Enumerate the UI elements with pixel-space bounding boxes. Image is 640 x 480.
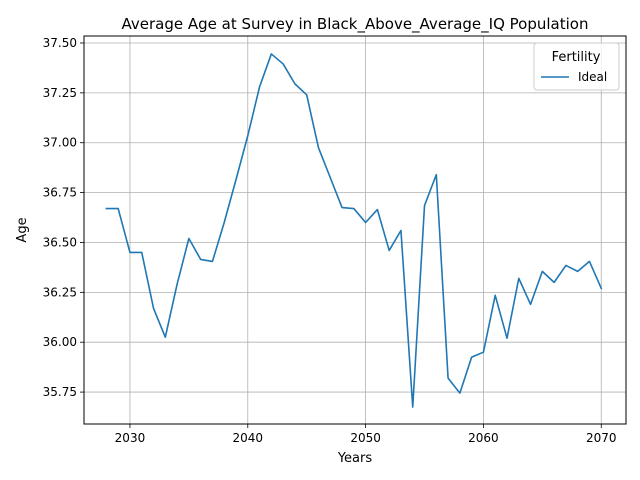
legend: Fertility Ideal xyxy=(533,42,620,91)
axis-ticks: 2030 2040 2050 2060 2070 35.75 36.00 36.25 36.50… xyxy=(43,36,617,445)
legend-box xyxy=(533,42,620,91)
grid-lines xyxy=(84,36,626,424)
y-tick-label: 37.25 xyxy=(43,86,77,100)
legend-title: Fertility xyxy=(552,50,601,65)
x-tick-label: 2060 xyxy=(468,431,499,445)
y-tick-label: 36.25 xyxy=(43,285,77,299)
y-axis-label: Age xyxy=(15,217,30,242)
axes-frame xyxy=(83,35,627,425)
legend-label-ideal: Ideal xyxy=(578,70,607,84)
x-tick-label: 2050 xyxy=(350,431,381,445)
series-lines xyxy=(105,53,603,408)
y-tick-label: 36.75 xyxy=(43,186,77,200)
y-tick-label: 37.00 xyxy=(43,136,77,150)
x-tick-label: 2040 xyxy=(233,431,264,445)
x-tick-label: 2030 xyxy=(115,431,146,445)
y-tick-label: 37.50 xyxy=(43,36,77,50)
chart-title: Average Age at Survey in Black_Above_Ave… xyxy=(122,15,589,34)
y-tick-label: 36.50 xyxy=(43,235,77,249)
series-line-ideal xyxy=(105,53,603,408)
x-tick-label: 2070 xyxy=(586,431,617,445)
x-axis-label: Years xyxy=(337,451,373,466)
plot-area xyxy=(84,36,626,424)
y-tick-label: 36.00 xyxy=(43,335,77,349)
y-tick-label: 35.75 xyxy=(43,385,77,399)
